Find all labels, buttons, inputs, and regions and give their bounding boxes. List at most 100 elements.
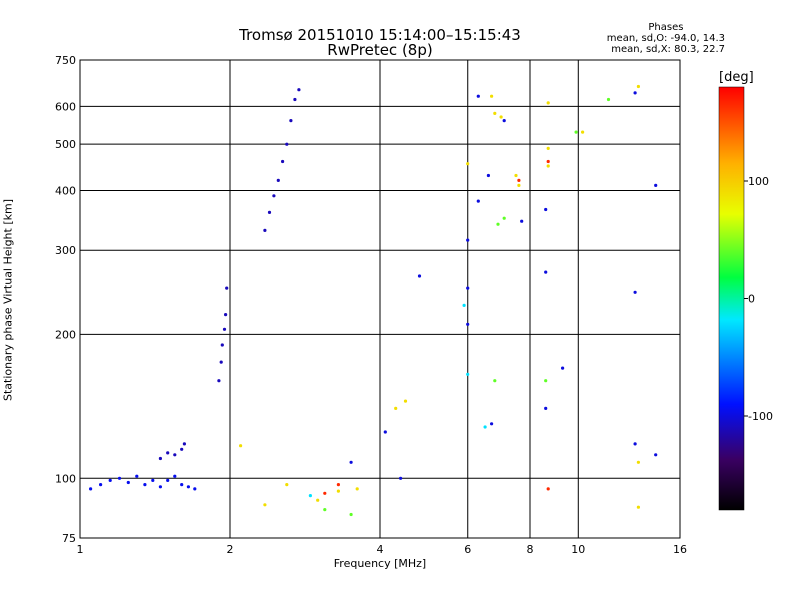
chart-title: Tromsø 20151010 15:14:00–15:15:43 [239, 26, 521, 44]
data-point [502, 119, 506, 123]
data-point [297, 88, 301, 92]
data-point [89, 487, 93, 491]
data-point [476, 199, 480, 203]
data-point [544, 406, 548, 410]
plot-frame [79, 59, 681, 539]
data-point [143, 483, 147, 487]
data-point [466, 286, 470, 290]
x-tick-label: 4 [377, 543, 384, 556]
data-point [636, 84, 641, 89]
data-point [466, 162, 470, 166]
data-point [186, 485, 190, 489]
y-tick-label: 300 [55, 244, 76, 257]
y-tick-label: 600 [55, 100, 76, 113]
x-tick-label: 8 [527, 543, 534, 556]
data-point [546, 101, 550, 105]
x-tick-label: 6 [464, 543, 471, 556]
x-tick-label: 10 [571, 543, 585, 556]
data-point [323, 491, 327, 495]
data-point [225, 286, 229, 290]
data-point [499, 115, 503, 119]
data-point [654, 453, 658, 457]
colorbar [718, 86, 745, 511]
data-point [476, 94, 480, 98]
data-point [544, 379, 548, 383]
y-tick-label: 500 [55, 138, 76, 151]
data-point [546, 146, 550, 150]
data-point [517, 178, 521, 182]
data-point [239, 444, 243, 448]
data-point [158, 456, 162, 461]
phase-statistics: Phases mean, sd,O: -94.0, 14.3 mean, sd,… [607, 22, 725, 55]
data-point [316, 498, 320, 502]
data-point [606, 97, 611, 102]
colorbar-tick-label: 0 [748, 293, 755, 306]
x-axis-ticks: 1 2 4 6 8 10 16 [77, 543, 688, 556]
data-point [336, 489, 340, 493]
data-point [126, 480, 130, 485]
data-point [636, 460, 641, 464]
data-point [417, 274, 422, 278]
data-point [581, 130, 585, 134]
data-point [220, 343, 224, 347]
data-point [263, 228, 267, 232]
x-tick-label: 1 [77, 543, 84, 556]
data-point [514, 173, 518, 178]
y-tick-label: 100 [55, 472, 76, 485]
data-point [636, 505, 641, 509]
phase-stats-header: Phases [648, 22, 684, 33]
y-tick-label: 400 [55, 184, 76, 197]
data-point [403, 399, 408, 403]
plot-grid [80, 60, 680, 538]
data-point [490, 422, 494, 426]
data-point [158, 485, 162, 489]
chart-subtitle: RwPretec (8p) [327, 41, 433, 59]
data-point [486, 173, 490, 178]
y-axis-label: Stationary phase Virtual Height [km] [1, 198, 15, 402]
colorbar-tick-label: 100 [748, 175, 769, 188]
data-point [496, 222, 500, 226]
y-tick-label: 200 [55, 328, 76, 341]
y-tick-label: 750 [55, 54, 76, 67]
data-points [89, 84, 658, 517]
x-tick-label: 16 [673, 543, 687, 556]
data-point [466, 322, 470, 326]
y-tick-label: 75 [62, 532, 76, 545]
data-point [490, 94, 494, 98]
data-point [308, 494, 312, 498]
phase-stats-o: mean, sd,O: -94.0, 14.3 [606, 33, 725, 44]
data-point [546, 164, 550, 168]
data-point [383, 430, 387, 434]
data-point [544, 207, 548, 212]
colorbar-unit: [deg] [719, 70, 754, 85]
data-point [135, 474, 139, 478]
data-point [224, 313, 228, 317]
data-point [355, 487, 359, 491]
data-point [462, 303, 466, 307]
y-axis-ticks: 75 100 200 300 400 500 600 750 [55, 54, 76, 545]
data-point [276, 178, 280, 182]
data-point [520, 219, 524, 223]
data-point [222, 327, 227, 331]
data-point [217, 379, 221, 383]
data-point [336, 483, 340, 487]
data-point [546, 487, 550, 491]
data-point [323, 508, 327, 512]
colorbar-ticks: 100 0 -100 [744, 175, 773, 423]
data-point [399, 476, 403, 480]
data-point [108, 478, 112, 482]
data-point [293, 97, 297, 102]
data-point [574, 130, 578, 134]
data-point [263, 503, 267, 507]
data-point [483, 425, 487, 429]
data-point [117, 476, 122, 480]
data-point [285, 142, 289, 146]
data-point [285, 483, 289, 487]
data-point [151, 478, 155, 482]
data-point [466, 238, 470, 242]
data-point [349, 512, 353, 517]
colorbar-tick-label: -100 [748, 410, 773, 423]
data-point [289, 119, 293, 123]
data-point [173, 453, 177, 457]
